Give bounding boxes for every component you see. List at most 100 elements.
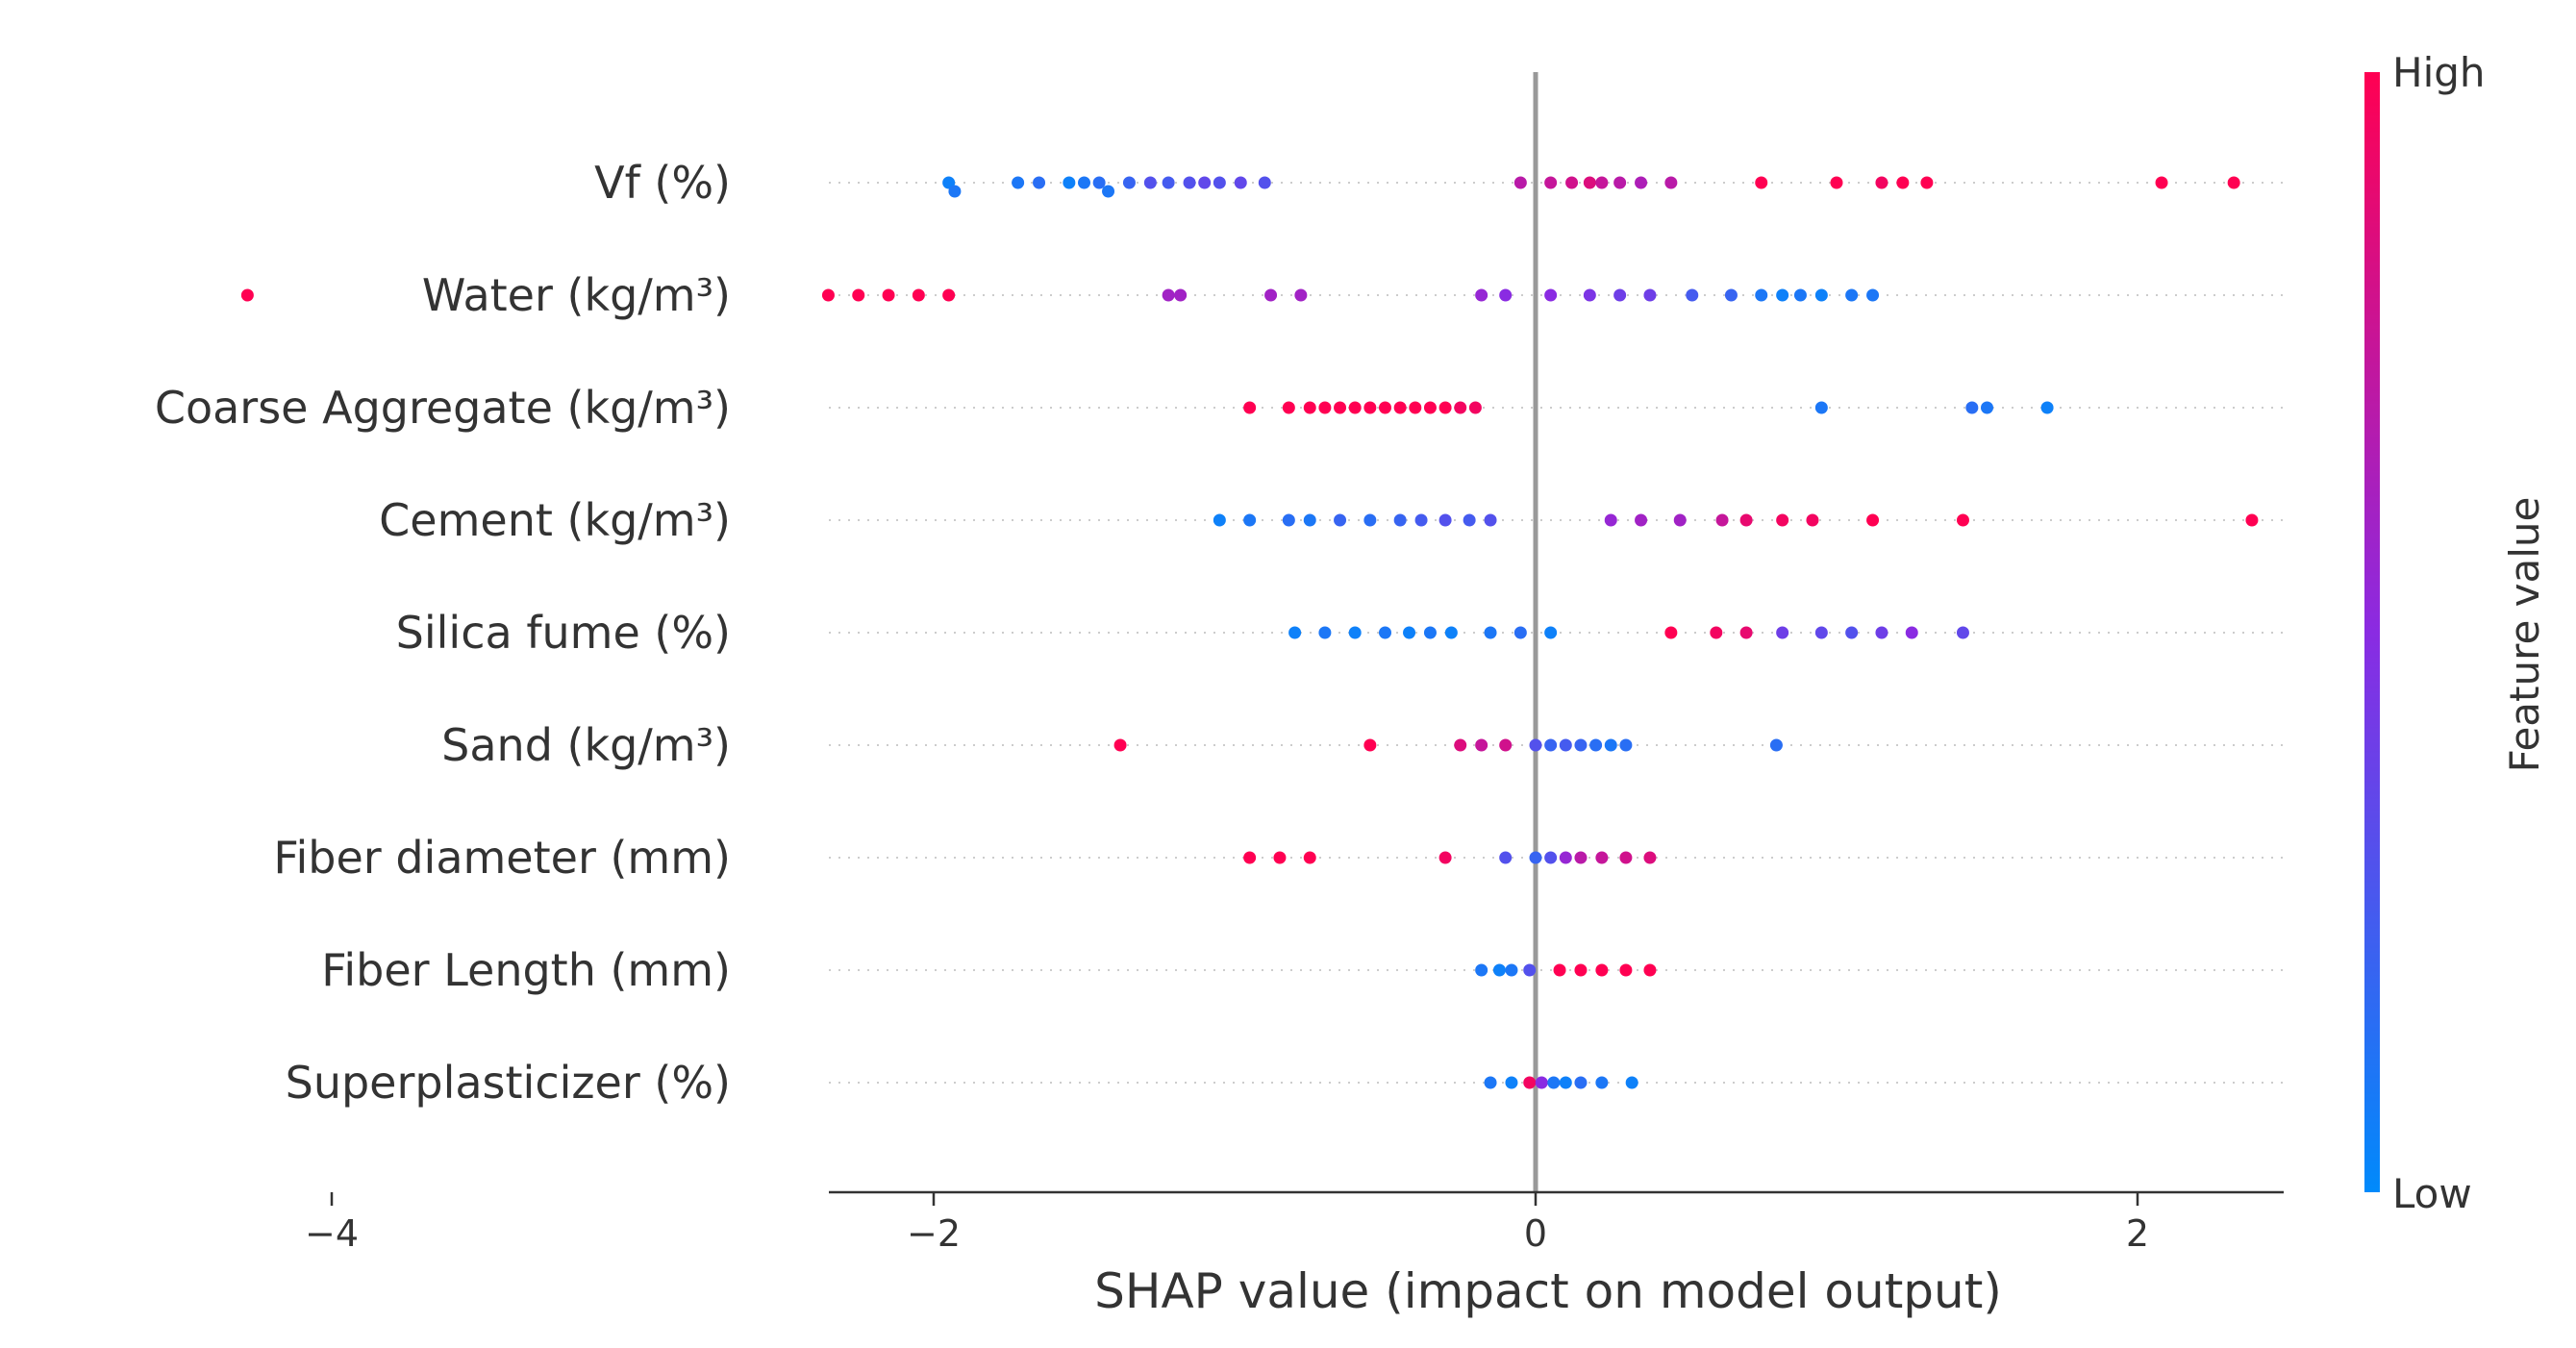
- shap-point: [1468, 401, 1482, 414]
- shap-point: [1604, 513, 1617, 527]
- shap-point: [1513, 176, 1527, 189]
- shap-point: [1234, 176, 1247, 189]
- shap-point: [1595, 851, 1609, 864]
- shap-point: [1303, 401, 1316, 414]
- shap-point: [1294, 288, 1308, 302]
- shap-point: [1739, 513, 1753, 527]
- shap-point: [1814, 401, 1828, 414]
- shap-point: [1273, 851, 1287, 864]
- shap-point: [1724, 288, 1738, 302]
- shap-point: [1619, 851, 1633, 864]
- shap-point: [1755, 288, 1768, 302]
- shap-point: [1845, 288, 1859, 302]
- shap-point: [1845, 626, 1859, 639]
- shap-point: [1213, 176, 1226, 189]
- feature-label: Silica fume (%): [396, 607, 731, 659]
- shap-point: [1583, 288, 1596, 302]
- x-axis: −4−2024: [305, 1190, 2284, 1255]
- x-tick-label: −4: [305, 1212, 359, 1255]
- shap-point: [1475, 963, 1488, 977]
- shap-point: [1484, 1076, 1497, 1089]
- shap-point: [1544, 738, 1558, 752]
- feature-label: Superplasticizer (%): [286, 1057, 731, 1109]
- shap-point: [1739, 626, 1753, 639]
- shap-point: [1363, 401, 1377, 414]
- shap-point: [1484, 626, 1497, 639]
- shap-point: [1523, 963, 1537, 977]
- shap-point: [1664, 626, 1678, 639]
- colorbar-high-label: High: [2392, 49, 2486, 96]
- feature-rows: Vf (%) Water (kg/m³) Coarse Aggregate (kg/…: [155, 157, 2284, 1109]
- colorbar-title: Feature value: [2501, 497, 2548, 773]
- shap-point: [1643, 288, 1657, 302]
- shap-point: [1334, 513, 1347, 527]
- shap-point: [1559, 738, 1572, 752]
- feature-label: Vf (%): [594, 157, 731, 209]
- shap-point: [1288, 626, 1302, 639]
- shap-point: [1348, 401, 1362, 414]
- shap-point: [1866, 513, 1880, 527]
- shap-point: [1776, 288, 1789, 302]
- shap-point: [1643, 851, 1657, 864]
- shap-point: [2040, 401, 2054, 414]
- shap-point: [1875, 176, 1888, 189]
- shap-point: [1143, 176, 1157, 189]
- shap-point: [1635, 176, 1648, 189]
- shap-point: [1438, 851, 1452, 864]
- x-axis-label: SHAP value (impact on model output): [1094, 1263, 2002, 1319]
- shap-point: [1444, 626, 1458, 639]
- shap-point: [1438, 401, 1452, 414]
- feature-label: Cement (kg/m³): [379, 494, 731, 546]
- shap-point: [1595, 1076, 1609, 1089]
- shap-point: [1544, 176, 1558, 189]
- shap-point: [1403, 626, 1416, 639]
- shap-point: [1393, 513, 1407, 527]
- shap-point: [1814, 626, 1828, 639]
- shap-point: [1454, 738, 1467, 752]
- shap-point: [1113, 738, 1127, 752]
- shap-point: [1574, 963, 1588, 977]
- shap-point: [1078, 176, 1090, 189]
- shap-point: [1553, 963, 1566, 977]
- shap-point: [1409, 401, 1422, 414]
- shap-points: [240, 176, 2259, 1089]
- shap-point: [1505, 1076, 1518, 1089]
- shap-point: [1174, 288, 1188, 302]
- shap-point: [1122, 176, 1136, 189]
- shap-point: [1499, 851, 1513, 864]
- shap-point: [1513, 626, 1527, 639]
- colorbar: High Low Feature value: [2364, 49, 2548, 1217]
- shap-point: [2227, 176, 2240, 189]
- shap-point: [1547, 1076, 1561, 1089]
- x-tick-label: 0: [1524, 1212, 1547, 1255]
- shap-point: [821, 288, 835, 302]
- shap-point: [1363, 738, 1377, 752]
- shap-point: [1956, 626, 1969, 639]
- shap-point: [942, 288, 956, 302]
- shap-point: [1776, 626, 1789, 639]
- shap-point: [1589, 738, 1603, 752]
- shap-point: [1595, 176, 1609, 189]
- shap-point: [1258, 176, 1271, 189]
- shap-point: [1619, 738, 1633, 752]
- shap-point: [1499, 738, 1513, 752]
- shap-point: [1595, 963, 1609, 977]
- shap-point: [1363, 513, 1377, 527]
- shap-point: [1559, 851, 1572, 864]
- shap-point: [1484, 513, 1497, 527]
- feature-label: Fiber diameter (mm): [273, 832, 731, 884]
- shap-point: [1213, 513, 1226, 527]
- shap-point: [1198, 176, 1212, 189]
- shap-point: [1012, 176, 1025, 189]
- shap-point: [1613, 176, 1627, 189]
- shap-point: [912, 288, 925, 302]
- shap-point: [1776, 513, 1789, 527]
- shap-point: [1529, 851, 1542, 864]
- shap-point: [1544, 851, 1558, 864]
- shap-point: [1102, 185, 1115, 198]
- shap-point: [1673, 513, 1687, 527]
- shap-point: [1414, 513, 1428, 527]
- x-tick-label: 2: [2126, 1212, 2149, 1255]
- shap-point: [1423, 401, 1437, 414]
